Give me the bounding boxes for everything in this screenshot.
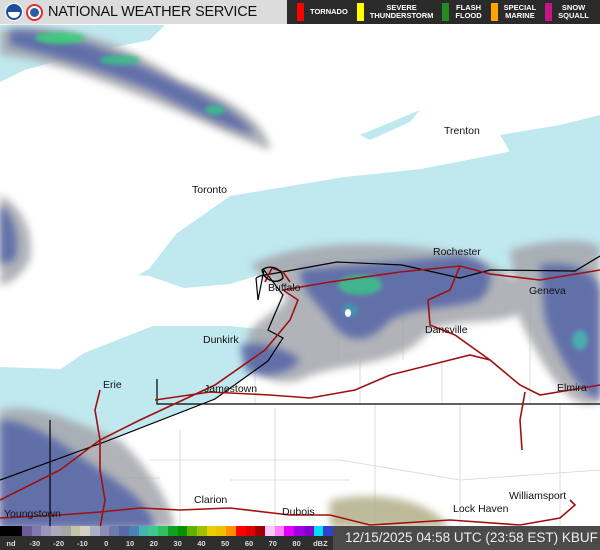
scale-label: 20 (149, 539, 158, 548)
warning-label: TORNADO (310, 7, 348, 16)
ny-pa-border (156, 379, 600, 405)
warning-label: SNOW SQUALL (558, 3, 590, 20)
color-scale-step (284, 526, 295, 536)
warning-flash-flood: FLASH FLOOD (442, 3, 482, 21)
color-scale-step (167, 526, 178, 536)
city-label: Williamsport (509, 490, 567, 502)
scale-label: 80 (292, 539, 301, 548)
bay-of-quinte (360, 110, 420, 140)
city-label: Trenton (444, 125, 480, 137)
scale-label: nd (6, 539, 16, 548)
city-label: Dubois (282, 506, 315, 518)
color-scale-step (128, 526, 139, 536)
scale-label: -30 (29, 539, 41, 548)
color-scale (0, 526, 333, 536)
scale-label: dBZ (313, 539, 328, 548)
city-label: Clarion (194, 494, 228, 506)
color-scale-step (196, 526, 207, 536)
city-label: Lock Haven (453, 503, 509, 515)
color-scale-step (245, 526, 256, 536)
scale-label: 10 (125, 539, 135, 548)
color-scale-step (138, 526, 149, 536)
warning-label: SEVERE THUNDERSTORM (369, 3, 434, 20)
color-scale-step (177, 526, 188, 536)
city-label: Buffalo (268, 282, 301, 294)
color-scale-step (90, 526, 100, 536)
highways (0, 265, 600, 529)
color-scale-step (294, 526, 304, 536)
city-label: Dansville (425, 324, 468, 336)
warning-label: FLASH FLOOD (455, 3, 482, 20)
timestamp: 12/15/2025 04:58 UTC (23:58 EST) KBUF (333, 526, 600, 550)
color-scale-step (31, 526, 42, 536)
color-scale-step (119, 526, 129, 536)
scale-label: 70 (268, 539, 277, 548)
ny-erie-border (0, 268, 284, 481)
scale-label: 50 (221, 539, 230, 548)
tornado-swatch (297, 3, 304, 21)
scale-label: -10 (76, 539, 88, 548)
snow-squall-swatch (545, 3, 553, 21)
color-scale-step (22, 526, 32, 536)
warning-severe-thunderstorm: SEVERE THUNDERSTORM (356, 3, 434, 21)
special-marine-swatch (490, 3, 498, 21)
city-label: Toronto (192, 184, 228, 196)
color-scale-step (148, 526, 159, 536)
flash-flood-swatch (442, 3, 450, 21)
city-label: Dunkirk (203, 334, 239, 346)
color-scale-step (323, 526, 333, 536)
color-scale-step (303, 526, 314, 536)
warning-snow-squall: SNOW SQUALL (545, 3, 589, 21)
st-lawrence-bays (500, 115, 600, 160)
reflectivity-legend: nd -30 -20 -10 0 10 20 30 40 50 60 70 80 dBZ (0, 526, 333, 550)
scale-label: 60 (244, 539, 254, 548)
warning-legend: TORNADO SEVERE THUNDERSTORM FLASH FLOOD SP… (287, 0, 600, 24)
color-scale-step (51, 526, 61, 536)
color-scale-step (158, 526, 168, 536)
warning-label: SPECIAL MARINE (503, 3, 537, 20)
color-scale-step (41, 526, 52, 536)
color-scale-step (109, 526, 120, 536)
ny-shore-border (255, 255, 600, 279)
color-scale-step (274, 526, 285, 536)
thunderstorm-swatch (356, 3, 364, 21)
warning-special-marine: SPECIAL MARINE (490, 3, 537, 21)
scale-label: 0 (104, 539, 109, 548)
lake-ontario (138, 131, 600, 288)
color-scale-step (187, 526, 197, 536)
color-scale-step (216, 526, 227, 536)
nws-logo-icon (26, 3, 43, 21)
city-label: Elmira (557, 382, 587, 394)
city-label: Erie (103, 379, 122, 391)
color-scale-step (206, 526, 217, 536)
color-scale-step (0, 526, 22, 536)
color-scale-step (70, 526, 81, 536)
color-scale-step (313, 526, 324, 536)
scale-label: 40 (197, 539, 206, 548)
city-label: Jamestown (204, 383, 258, 395)
color-scale-step (264, 526, 275, 536)
city-label: Rochester (433, 246, 481, 258)
site-title: NATIONAL WEATHER SERVICE (48, 4, 257, 20)
color-scale-step (80, 526, 91, 536)
noaa-logo-icon (5, 3, 23, 21)
color-scale-step (226, 526, 236, 536)
color-scale-step (60, 526, 71, 536)
nws-branding[interactable]: NATIONAL WEATHER SERVICE (0, 0, 287, 24)
state-borders (0, 255, 600, 528)
color-scale-step (235, 526, 246, 536)
header-bar: NATIONAL WEATHER SERVICE TORNADO SEVERE T… (0, 0, 600, 24)
warning-tornado: TORNADO (297, 3, 348, 21)
color-scale-step (99, 526, 110, 536)
city-label: Geneva (529, 285, 566, 297)
scale-label: -20 (53, 539, 65, 548)
color-scale-step (255, 526, 265, 536)
buffalo-outline (261, 266, 284, 282)
scale-label: 30 (173, 539, 182, 548)
city-label: Youngstown (4, 508, 61, 520)
